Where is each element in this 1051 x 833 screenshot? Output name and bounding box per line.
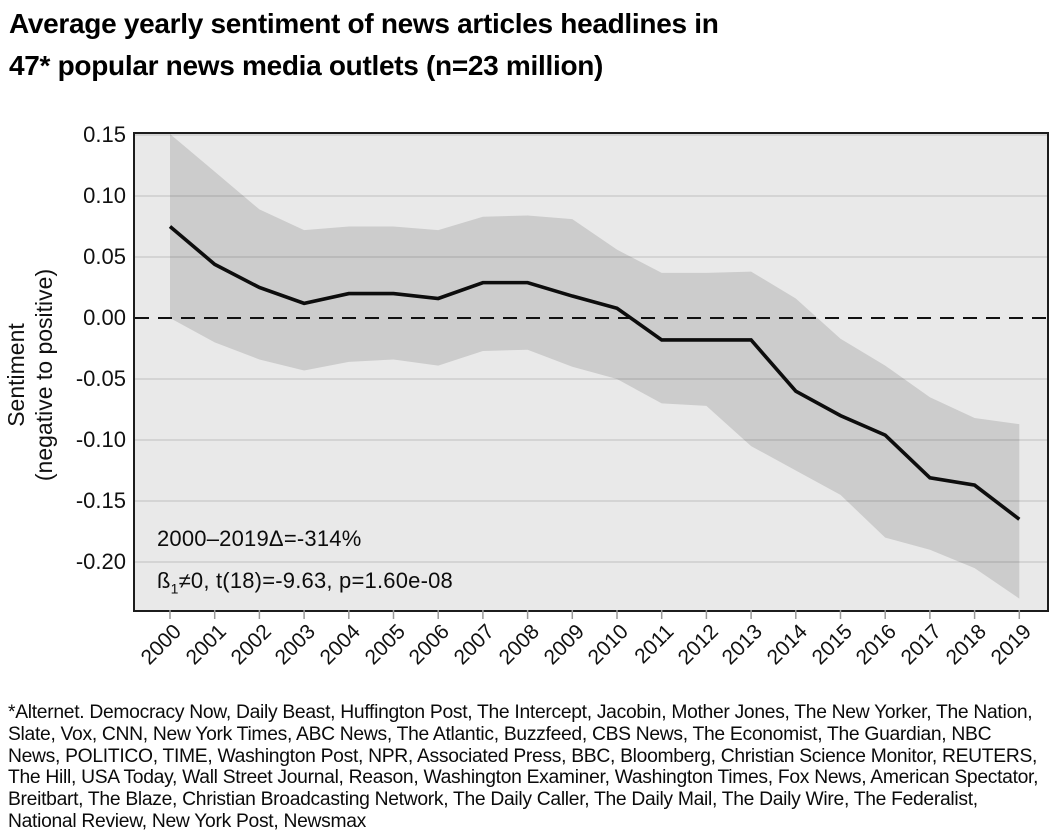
annotation-beta: ß [157,568,171,593]
annotation-stat-rest: ≠0, t(18)=-9.63, p=1.60e-08 [178,568,453,593]
annotation-stat: ß1≠0, t(18)=-9.63, p=1.60e-08 [157,568,453,596]
y-tick-label: -0.15 [75,488,126,513]
x-tick-label: 2009 [539,620,589,670]
sentiment-line [168,225,1021,521]
x-tick-label: 2007 [449,620,500,670]
y-tick-label: -0.20 [75,549,126,574]
plot-area: 2000–2019Δ=-314% ß1≠0, t(18)=-9.63, p=1.… [133,132,1049,619]
annotation-delta: 2000–2019Δ=-314% [157,526,362,551]
y-tick-label: 0.00 [83,305,126,330]
x-tick-label: 2015 [807,620,857,670]
x-tick-label: 2000 [136,620,187,670]
x-tick-label: 2014 [762,620,813,670]
footnote: *Alternet. Democracy Now, Daily Beast, H… [8,702,1039,832]
y-tick-label: -0.10 [75,427,126,452]
x-tick-label: 2019 [986,620,1036,670]
x-tick-label: 2018 [941,620,991,670]
confidence-band [170,134,1020,599]
x-tick-label: 2011 [629,620,678,669]
annotation-beta-subscript: 1 [170,580,179,597]
x-tick-label: 2013 [718,620,768,670]
x-tick-label: 2017 [896,620,947,670]
x-tick-label: 2002 [226,620,276,670]
x-tick-label: 2004 [315,620,366,670]
x-tick-label: 2016 [852,620,902,670]
x-tick-label: 2005 [360,620,410,670]
y-tick-label: -0.05 [75,366,126,391]
y-tick-label: 0.15 [83,122,126,147]
x-tick-label: 2003 [271,620,321,670]
x-tick-label: 2008 [494,620,544,670]
chart-svg [135,134,1047,619]
chart-title: Average yearly sentiment of news article… [9,8,719,81]
x-tick-label: 2012 [673,620,723,670]
x-tick-label: 2001 [181,620,231,670]
x-tick-label: 2010 [583,620,634,670]
x-tick-label: 2006 [405,620,455,670]
y-tick-label: 0.10 [83,183,126,208]
y-tick-label: 0.05 [83,244,126,269]
